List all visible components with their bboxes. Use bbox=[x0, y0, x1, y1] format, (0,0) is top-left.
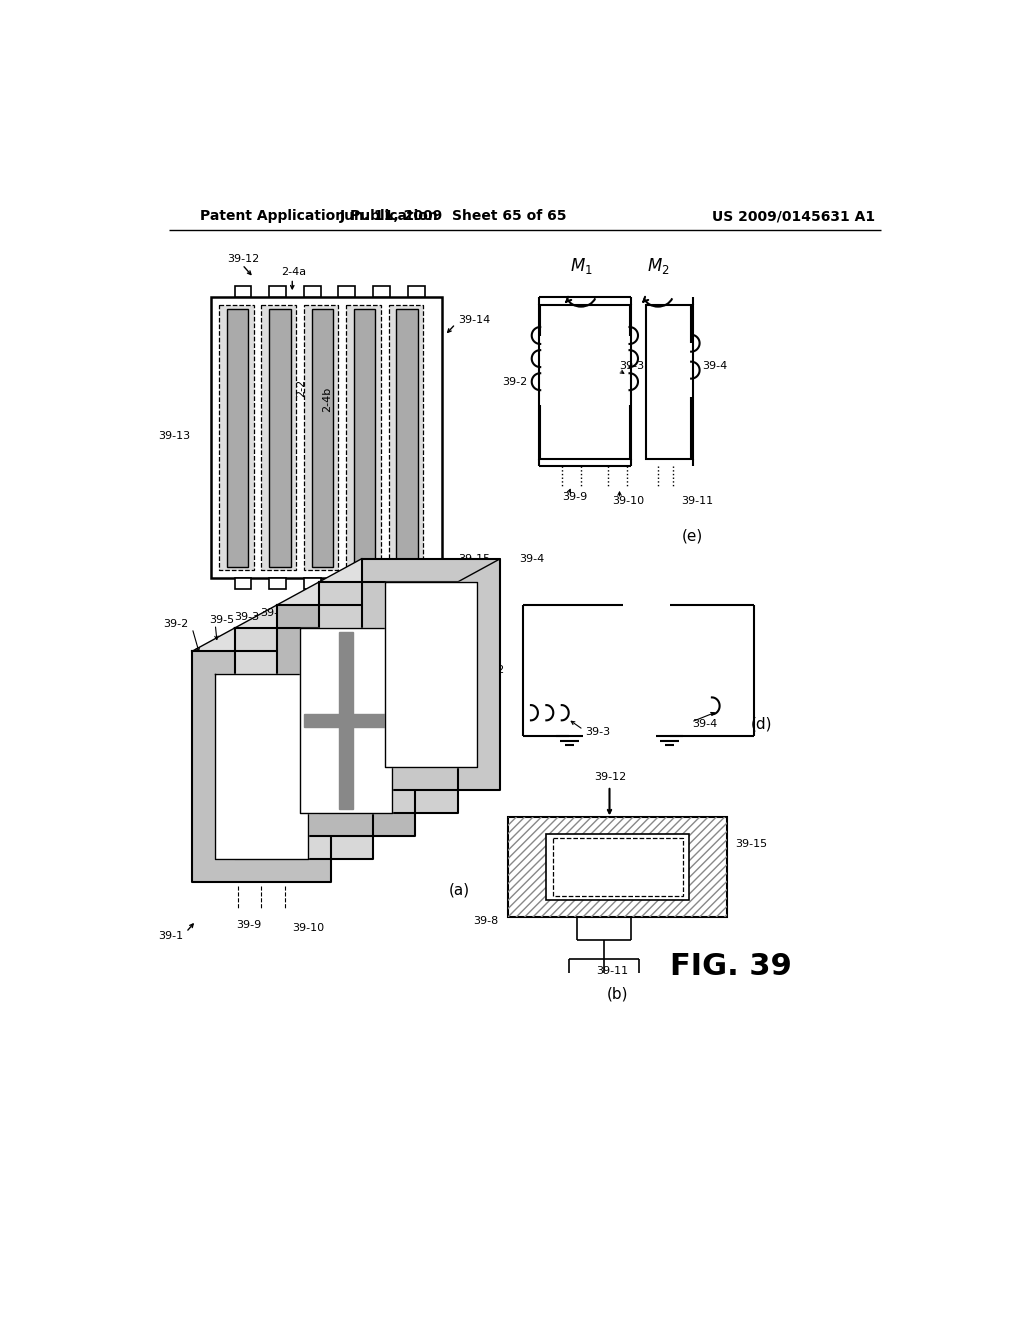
Bar bbox=[261, 305, 296, 570]
Text: (c): (c) bbox=[316, 590, 337, 605]
Bar bbox=[553, 837, 683, 896]
Bar bbox=[408, 286, 425, 297]
Text: 39-8: 39-8 bbox=[473, 916, 499, 925]
Text: US 2009/0145631 A1: US 2009/0145631 A1 bbox=[712, 209, 876, 223]
Text: $M_2$: $M_2$ bbox=[647, 256, 670, 276]
Text: 39-11: 39-11 bbox=[681, 496, 714, 506]
Polygon shape bbox=[276, 605, 416, 836]
Text: 39-2: 39-2 bbox=[502, 376, 527, 387]
Bar bbox=[646, 305, 692, 459]
Text: 39-10: 39-10 bbox=[292, 924, 325, 933]
Text: (b): (b) bbox=[606, 986, 628, 1002]
Text: 39-2: 39-2 bbox=[479, 665, 504, 676]
Text: 39-15: 39-15 bbox=[735, 838, 767, 849]
Bar bbox=[539, 305, 631, 459]
Polygon shape bbox=[276, 582, 458, 605]
Bar bbox=[373, 286, 390, 297]
Bar bbox=[219, 305, 254, 570]
Bar bbox=[408, 578, 425, 589]
Bar bbox=[388, 305, 423, 570]
Text: 39-2: 39-2 bbox=[163, 619, 188, 630]
Bar bbox=[269, 578, 286, 589]
Polygon shape bbox=[385, 582, 477, 767]
Bar bbox=[234, 578, 252, 589]
Text: (a): (a) bbox=[449, 882, 470, 898]
Text: 39-13: 39-13 bbox=[159, 430, 190, 441]
Bar bbox=[211, 297, 442, 578]
Bar bbox=[304, 578, 321, 589]
Bar bbox=[354, 309, 376, 566]
Polygon shape bbox=[319, 582, 458, 813]
Bar bbox=[547, 834, 689, 900]
Polygon shape bbox=[215, 675, 307, 859]
Text: (e): (e) bbox=[682, 528, 703, 544]
Bar bbox=[339, 578, 355, 589]
Text: 39-3: 39-3 bbox=[585, 727, 610, 737]
Bar bbox=[508, 817, 727, 917]
Bar bbox=[346, 305, 381, 570]
Polygon shape bbox=[304, 714, 388, 727]
Text: 39-11: 39-11 bbox=[596, 966, 629, 975]
Bar bbox=[508, 817, 727, 917]
Polygon shape bbox=[300, 628, 392, 813]
Text: 39-7: 39-7 bbox=[323, 601, 348, 610]
Bar bbox=[234, 286, 252, 297]
Bar bbox=[304, 305, 339, 570]
Bar bbox=[269, 286, 286, 297]
Bar bbox=[373, 578, 390, 589]
Text: (d): (d) bbox=[752, 717, 773, 731]
Polygon shape bbox=[193, 651, 331, 882]
Text: 39-10: 39-10 bbox=[611, 496, 644, 506]
Text: $M_1$: $M_1$ bbox=[569, 256, 592, 276]
Text: 39-1: 39-1 bbox=[158, 931, 183, 941]
Text: 39-9: 39-9 bbox=[562, 492, 587, 502]
Text: 2-4a: 2-4a bbox=[281, 268, 306, 277]
Text: 39-3: 39-3 bbox=[620, 362, 645, 371]
Bar bbox=[226, 309, 249, 566]
Text: 39-14: 39-14 bbox=[458, 315, 490, 325]
Text: 39-4: 39-4 bbox=[692, 719, 718, 730]
Polygon shape bbox=[234, 628, 373, 859]
Polygon shape bbox=[234, 605, 416, 628]
Text: 39-12: 39-12 bbox=[594, 772, 627, 781]
Text: 39-9: 39-9 bbox=[237, 920, 261, 929]
Text: 39-6: 39-6 bbox=[260, 607, 285, 618]
Polygon shape bbox=[339, 632, 353, 809]
Text: 39-8: 39-8 bbox=[285, 603, 310, 614]
Text: 39-4: 39-4 bbox=[519, 554, 545, 564]
Text: 39-3: 39-3 bbox=[234, 611, 260, 622]
Bar bbox=[339, 286, 355, 297]
Bar bbox=[304, 286, 321, 297]
Text: 39-12: 39-12 bbox=[226, 253, 259, 264]
Text: 39-4: 39-4 bbox=[701, 362, 727, 371]
Polygon shape bbox=[193, 628, 373, 651]
Text: Jun. 11, 2009  Sheet 65 of 65: Jun. 11, 2009 Sheet 65 of 65 bbox=[340, 209, 567, 223]
Text: 39-15: 39-15 bbox=[458, 554, 489, 564]
Text: FIG. 39: FIG. 39 bbox=[670, 953, 792, 981]
Text: Patent Application Publication: Patent Application Publication bbox=[200, 209, 437, 223]
Text: 2-4b: 2-4b bbox=[322, 387, 332, 412]
Bar bbox=[311, 309, 333, 566]
Text: 2-2: 2-2 bbox=[297, 379, 306, 397]
Text: 39-5: 39-5 bbox=[209, 615, 234, 626]
Polygon shape bbox=[361, 558, 500, 789]
Bar bbox=[269, 309, 291, 566]
Bar bbox=[396, 309, 418, 566]
Polygon shape bbox=[319, 558, 500, 582]
